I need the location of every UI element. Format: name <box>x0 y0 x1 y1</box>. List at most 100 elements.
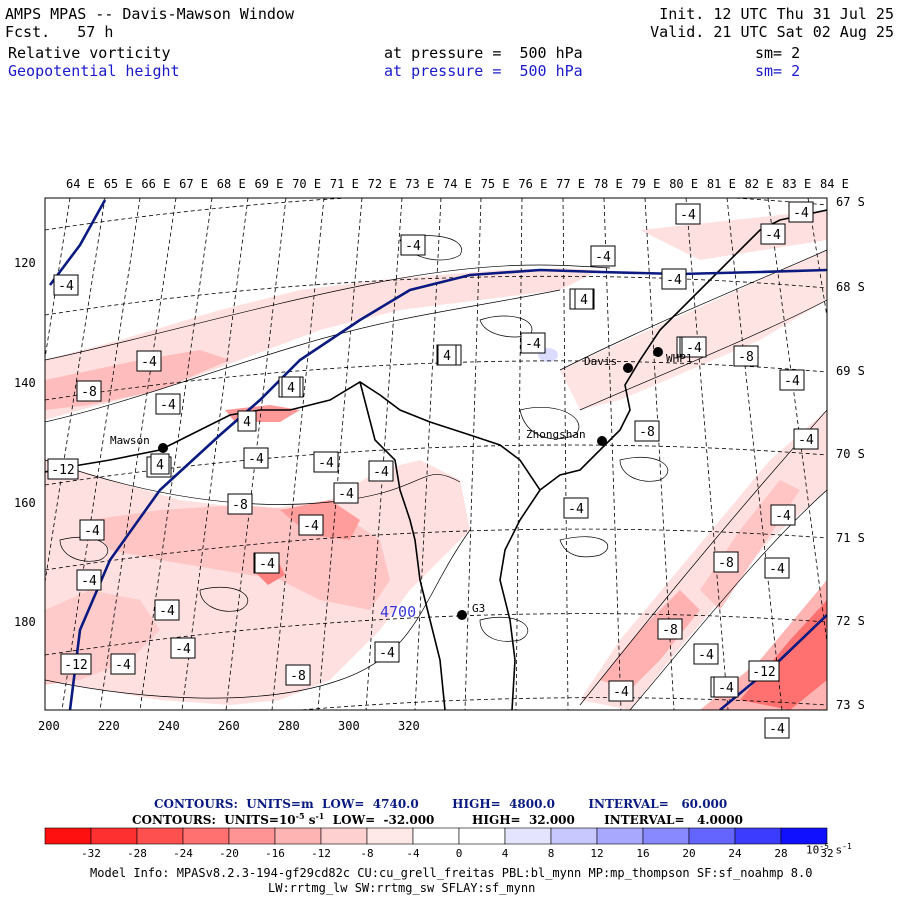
contour-value-label: -4 <box>313 451 339 473</box>
colorbar-segment <box>504 827 552 845</box>
contour-label-text: -4 <box>775 509 791 524</box>
contour-value-label: -4 <box>110 653 136 675</box>
field1-label: Relative vorticity <box>8 44 171 62</box>
contour-label-box <box>400 234 426 256</box>
contour-value-label: -12 <box>60 653 92 675</box>
contour-label-box <box>713 676 739 698</box>
contour-label-text: -4 <box>248 452 264 467</box>
colorbar-tick-label: -4 <box>406 847 420 860</box>
longitude-label: 74 E <box>443 177 472 191</box>
contour-value-label: -4 <box>243 447 269 469</box>
longitude-label: 73 E <box>405 177 434 191</box>
contour-label-box <box>110 653 136 675</box>
contour-value-label: -4 <box>713 676 739 698</box>
zhongshan-marker <box>597 436 607 446</box>
x-tick-label: 220 <box>98 719 120 733</box>
height-contour-label: 4700 <box>380 603 416 621</box>
field1-smoothing: sm= 2 <box>755 44 801 62</box>
contour-label-box <box>285 664 311 686</box>
forecast-hour: Fcst. 57 h <box>5 23 114 41</box>
contour-value-label: -4 <box>681 336 707 358</box>
colorbar-segment <box>780 827 828 845</box>
contour-value-label: -4 <box>154 599 180 621</box>
contour-label-box <box>155 393 181 415</box>
contour-label-box <box>770 504 796 526</box>
contour-value-label: 4 <box>437 344 457 366</box>
contour-value-label: -4 <box>590 245 616 267</box>
x-axis-labels: 200 220 240 260 280 300 320 <box>38 719 420 733</box>
colorbar-tick-label: 16 <box>636 847 649 860</box>
field2-label: Geopotential height <box>8 62 180 80</box>
contour-value-label: -4 <box>675 203 701 225</box>
y-tick-label: 120 <box>14 256 36 270</box>
y-tick-label: 140 <box>14 376 36 390</box>
colorbar-segment <box>228 827 276 845</box>
contour-label-box <box>333 482 359 504</box>
colorbar-tick-label: -28 <box>127 847 147 860</box>
colorbar-segment <box>688 827 736 845</box>
longitude-label: 69 E <box>255 177 284 191</box>
contour-label-box <box>237 410 257 432</box>
field2-pressure: at pressure = 500 hPa <box>384 62 583 80</box>
contour-value-label: -4 <box>53 274 79 296</box>
longitude-label: 75 E <box>481 177 510 191</box>
contour-label-text: -4 <box>259 557 275 572</box>
contour-value-label: 4 <box>237 410 257 432</box>
contour-label-text: -12 <box>64 658 87 673</box>
contour-value-label: -8 <box>713 551 739 573</box>
contour-label-box <box>313 451 339 473</box>
contour-value-label: -4 <box>563 497 589 519</box>
contour-label-box <box>47 458 79 480</box>
colorbar-unit: 10-5 s-1 <box>806 842 852 857</box>
longitude-label: 72 E <box>368 177 397 191</box>
g3-marker <box>457 610 467 620</box>
contour-label-box <box>53 274 79 296</box>
contour-label-box <box>574 288 594 310</box>
colorbar-tick-label: 8 <box>548 847 555 860</box>
model-info-line1: Model Info: MPASv8.2.3-194-gf29cd82c CU:… <box>90 866 813 880</box>
latitude-label: 67 S <box>836 195 865 209</box>
contour-label-text: -4 <box>303 519 319 534</box>
station-davis: Davis <box>584 355 617 368</box>
contour-label-text: -4 <box>115 658 131 673</box>
longitude-label: 81 E <box>707 177 736 191</box>
longitude-label: 83 E <box>782 177 811 191</box>
longitude-label: 65 E <box>104 177 133 191</box>
contour-label-box <box>779 369 805 391</box>
contour-label-box <box>254 552 280 574</box>
contour-value-label: -8 <box>227 493 253 515</box>
valid-time: Valid. 21 UTC Sat 02 Aug 25 <box>650 23 894 41</box>
colorbar-tick-label: -24 <box>173 847 193 860</box>
y-tick-label: 160 <box>14 496 36 510</box>
contour-label-box <box>79 519 105 541</box>
contour-label-box <box>793 428 819 450</box>
y-axis-labels: 120 140 160 180 <box>14 256 36 629</box>
contour-label-box <box>60 653 92 675</box>
contour-label-text: -4 <box>318 456 334 471</box>
contour-label-box <box>227 493 253 515</box>
longitude-label: 70 E <box>292 177 321 191</box>
colorbar-tick-label: -8 <box>360 847 373 860</box>
contour-value-label: 4 <box>150 453 170 475</box>
contour-value-label: -4 <box>770 504 796 526</box>
station-markers: Mawson Davis WHP1 Zhongshan G3 <box>110 347 693 620</box>
contour-label-text: -4 <box>525 337 541 352</box>
contour-label-text: -4 <box>769 722 785 737</box>
colorbar-tick-label: -20 <box>219 847 239 860</box>
contour-label-text: -8 <box>738 350 754 365</box>
colorbar-segment <box>550 827 598 845</box>
contour-label-box <box>693 643 719 665</box>
x-tick-label: 260 <box>218 719 240 733</box>
colorbar-segment <box>366 827 414 845</box>
contour-label-text: 4 <box>156 458 164 473</box>
contour-label-box <box>563 497 589 519</box>
latitude-label: 71 S <box>836 531 865 545</box>
contour-label-text: -8 <box>662 623 678 638</box>
contour-label-box <box>170 637 196 659</box>
contour-label-box <box>713 551 739 573</box>
colorbar-segment <box>734 827 782 845</box>
colorbar-tick-label: 4 <box>502 847 509 860</box>
longitude-label: 82 E <box>745 177 774 191</box>
contour-value-label: -4 <box>368 460 394 482</box>
colorbar-tick-label: -32 <box>81 847 101 860</box>
